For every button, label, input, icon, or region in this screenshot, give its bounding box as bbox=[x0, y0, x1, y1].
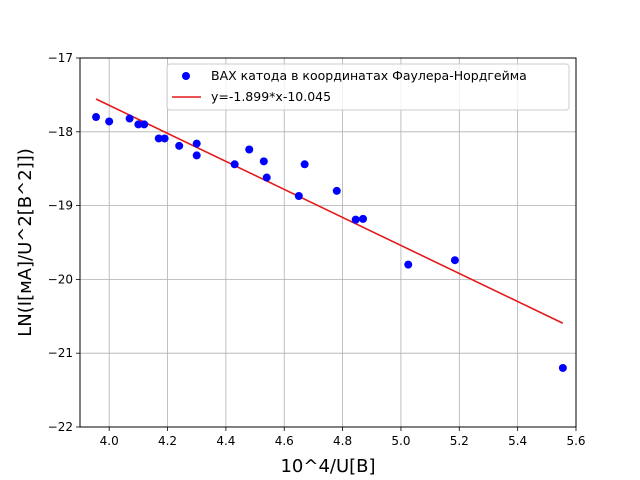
data-point bbox=[140, 120, 149, 129]
data-point bbox=[332, 186, 341, 195]
data-point bbox=[125, 114, 134, 123]
y-axis: −22 −21 −20 −19 −18 −17 bbox=[48, 51, 80, 434]
x-tick-label: 4.6 bbox=[275, 434, 294, 448]
data-point bbox=[192, 139, 201, 148]
data-point bbox=[259, 157, 268, 166]
data-point bbox=[175, 141, 184, 150]
legend-marker-scatter bbox=[182, 72, 190, 80]
y-axis-label: LN(I[мА]/U^2[B^2]]) bbox=[15, 148, 36, 337]
legend: ВАХ катода в координатах Фаулера-Нордгей… bbox=[166, 63, 570, 111]
data-point bbox=[300, 160, 309, 169]
y-tick-label: −19 bbox=[48, 199, 73, 213]
legend-box bbox=[166, 63, 570, 111]
data-point bbox=[294, 192, 303, 201]
fit-line bbox=[95, 98, 564, 324]
data-point bbox=[230, 160, 239, 169]
y-tick-label: −17 bbox=[48, 51, 73, 65]
data-point bbox=[404, 260, 413, 269]
x-tick-label: 4.0 bbox=[100, 434, 119, 448]
data-point bbox=[351, 215, 360, 224]
x-tick-label: 4.2 bbox=[158, 434, 177, 448]
x-tick-label: 4.8 bbox=[333, 434, 352, 448]
data-point bbox=[262, 173, 271, 182]
data-point bbox=[105, 117, 114, 126]
legend-label-scatter: ВАХ катода в координатах Фаулера-Нордгей… bbox=[211, 68, 527, 83]
x-tick-label: 5.4 bbox=[508, 434, 527, 448]
fit-line-series bbox=[95, 98, 564, 324]
x-tick-label: 5.0 bbox=[391, 434, 410, 448]
x-tick-label: 5.6 bbox=[566, 434, 585, 448]
data-point bbox=[558, 363, 567, 372]
x-axis: 4.0 4.2 4.4 4.6 4.8 5.0 5.2 5.4 5.6 bbox=[100, 427, 586, 448]
y-tick-label: −22 bbox=[48, 420, 73, 434]
data-point bbox=[450, 256, 459, 265]
legend-label-line: y=-1.899*x-10.045 bbox=[211, 89, 331, 104]
grid bbox=[80, 57, 577, 428]
y-tick-label: −20 bbox=[48, 272, 73, 286]
data-point bbox=[245, 145, 254, 154]
data-point bbox=[154, 134, 163, 143]
data-point bbox=[92, 113, 101, 122]
data-point bbox=[192, 151, 201, 160]
data-point bbox=[359, 214, 368, 223]
x-tick-label: 5.2 bbox=[450, 434, 469, 448]
plot-frame bbox=[79, 57, 577, 428]
x-tick-label: 4.4 bbox=[216, 434, 235, 448]
y-tick-label: −21 bbox=[48, 346, 73, 360]
data-point bbox=[134, 120, 143, 129]
y-tick-label: −18 bbox=[48, 125, 73, 139]
scatter-series bbox=[92, 113, 567, 372]
x-axis-label: 10^4/U[B] bbox=[280, 456, 375, 477]
data-point bbox=[160, 134, 169, 143]
